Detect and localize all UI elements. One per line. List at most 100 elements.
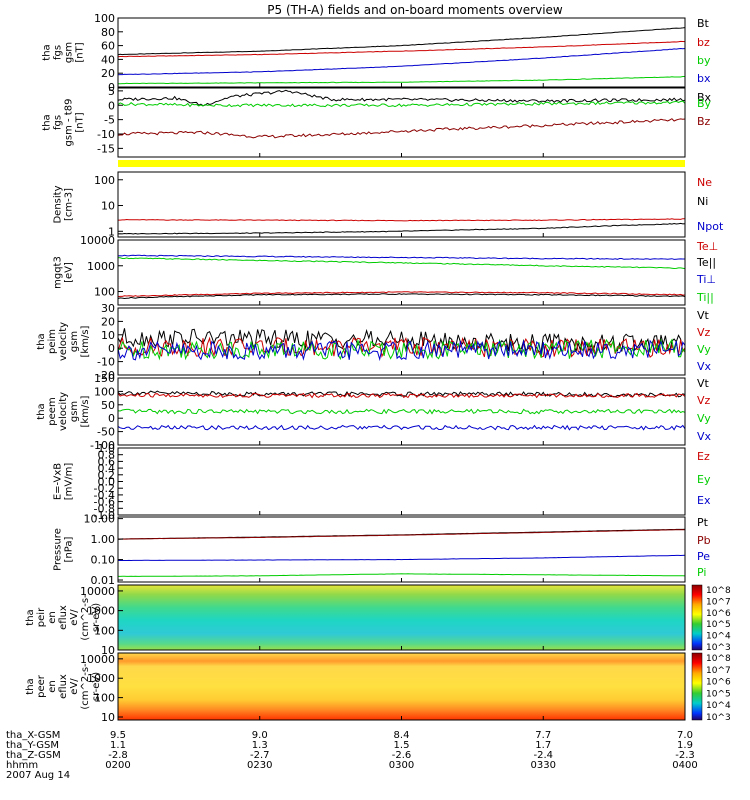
legend-fgs_t89-Bx: Bx [697, 91, 712, 104]
colorbar-tick: 10^8 [706, 586, 731, 596]
ytick-label: 1000 [87, 260, 115, 273]
ylabel-line: gsm [64, 42, 75, 63]
ephem-value: 0230 [247, 760, 272, 771]
legend-fgs_gsm-Bt: Bt [697, 17, 710, 30]
legend-peem-Vz: Vz [697, 394, 711, 407]
ephem-value: 0400 [672, 760, 697, 771]
ephem-value: 0200 [105, 760, 130, 771]
ytick-label: 150 [94, 372, 115, 385]
series-peem-Vx [117, 424, 686, 431]
ytick-label: 0.4 [98, 462, 116, 475]
ephem-value: 9.5 [110, 730, 126, 741]
legend-exb-Ey: Ey [697, 473, 711, 486]
series-mgqt3-Te⊥ [117, 291, 686, 298]
ytick-label: 10000 [80, 653, 115, 666]
ylabel-line: peer [36, 674, 47, 698]
colorbar-tick: 10^8 [706, 654, 731, 664]
ylabel-line: eV/ [69, 678, 80, 695]
series-fgs_t89-Bx [117, 89, 686, 107]
ylabel-line: tha [25, 678, 36, 694]
ylabel-line: gsm [69, 331, 80, 352]
ephem-label: tha_Y-GSM [6, 740, 59, 751]
colorbar-tick: 10^7 [706, 666, 731, 676]
series-peim-Vy [117, 338, 686, 361]
legend-peim-Vx: Vx [697, 360, 712, 373]
legend-mgqt3-Te||: Te|| [696, 256, 716, 269]
ephem-value: -2.4 [533, 750, 553, 761]
legend-fgs_t89-By: By [697, 97, 712, 110]
ytick-label: 10000 [80, 234, 115, 247]
ylabel-line: (cm^2-s- [80, 663, 91, 710]
ytick-label: 100 [94, 12, 115, 25]
ytick-label: -10 [97, 356, 115, 369]
ytick-label: 100 [94, 174, 115, 187]
yellow-status-bar [118, 160, 685, 167]
ephem-value: -2.6 [392, 750, 412, 761]
legend-fgs_gsm-by: by [697, 54, 711, 67]
legend-density-Ni: Ni [697, 195, 708, 208]
ytick-label: -10 [97, 128, 115, 141]
ytick-label: 10 [101, 644, 115, 657]
ytick-label: -20 [97, 369, 115, 382]
legend-exb-Ez: Ez [697, 450, 710, 463]
ylabel-line: peir [36, 607, 47, 627]
ytick-label: 100 [94, 624, 115, 637]
series-fgs_gsm-bz [117, 40, 686, 58]
ytick-label: 40 [101, 53, 115, 66]
legend-mgqt3-Ti⊥: Ti⊥ [696, 273, 716, 286]
ytick-label: -1.0 [94, 509, 115, 522]
ytick-label: -0.6 [94, 496, 115, 509]
series-mgqt3-Ti⊥ [117, 254, 685, 260]
ytick-label: 80 [101, 26, 115, 39]
ytick-label: 10 [101, 329, 115, 342]
colorbar-tick: 10^3 [706, 713, 731, 723]
ylabel-line: peim [47, 329, 58, 354]
ephem-value: 1.3 [252, 740, 268, 751]
ephem-value: 1.7 [535, 740, 551, 751]
ylabel-line: [mV/m] [64, 463, 75, 501]
legend-pressure-Pb: Pb [697, 534, 711, 547]
ylabel-line: [km/s] [80, 395, 91, 427]
spectrogram-peir [118, 585, 685, 650]
ylabel-line: velocity [58, 392, 69, 431]
legend-peim-Vz: Vz [697, 326, 711, 339]
ytick-label: -0.4 [94, 489, 115, 502]
legend-peem-Vy: Vy [697, 412, 711, 425]
ylabel-line: mgqt3 [53, 256, 64, 289]
legend-pressure-Pe: Pe [697, 550, 710, 563]
panel-peer: 10^8 10^7 10^610^5 10^4 10^3 10000 1000 100 10 th… [25, 652, 731, 724]
ytick-label: -0.8 [94, 502, 115, 515]
series-fgs_gsm-by [118, 76, 685, 85]
ephem-value: 1.5 [394, 740, 410, 751]
legend-mgqt3-Ti||: Ti|| [696, 291, 714, 304]
ytick-label: 10000 [80, 585, 115, 598]
colorbar-tick: 10^3 [706, 643, 731, 653]
colorbar-tick: 10^5 [706, 689, 731, 699]
ytick-label: -5 [104, 114, 115, 127]
ytick-label: 100 [94, 286, 115, 299]
frame-exb [117, 447, 686, 516]
series-peim-Vx [117, 339, 686, 362]
ylabel-line: peem [47, 397, 58, 425]
colorbar-tick: 10^4 [706, 632, 731, 642]
date-label: 2007 Aug 14 [6, 770, 70, 781]
series-pressure-Pi [118, 573, 686, 577]
frame-density [117, 171, 686, 238]
legend-peim-Vt: Vt [697, 309, 710, 322]
ytick-label: 1000 [87, 605, 115, 618]
colorbar-peir [691, 584, 703, 651]
ytick-label: 60 [101, 40, 115, 53]
ytick-label: -0.2 [94, 482, 115, 495]
legend-fgs_gsm-bx: bx [697, 72, 711, 85]
ytick-label: 10.00 [84, 513, 116, 526]
ylabel-line: [eV] [64, 262, 75, 283]
legend-exb-Ex: Ex [697, 494, 711, 507]
ephem-value: -2.3 [675, 750, 695, 761]
ephem-value: 0300 [389, 760, 414, 771]
legend-peem-Vx: Vx [697, 430, 712, 443]
